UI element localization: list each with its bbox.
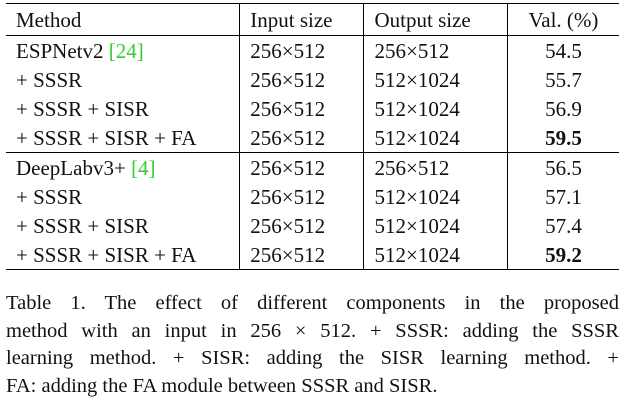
citation-link[interactable]: [4] — [131, 155, 156, 180]
method-cell: + SSSR — [6, 182, 240, 211]
table-row: + SSSR 256×512 512×1024 55.7 — [6, 65, 619, 94]
val-cell: 55.7 — [506, 65, 619, 94]
output-size-cell: 512×1024 — [363, 240, 508, 270]
method-cell: + SSSR — [6, 65, 240, 94]
table-row: ESPNetv2 [24] 256×512 256×512 54.5 — [6, 35, 619, 65]
output-size-cell: 512×1024 — [363, 182, 508, 211]
method-label: + SSSR — [16, 184, 83, 209]
val-cell: 54.5 — [506, 35, 619, 65]
method-label: + SSSR + SISR — [16, 213, 149, 238]
val-cell: 57.1 — [506, 182, 619, 211]
table-row: + SSSR + SISR + FA 256×512 512×1024 59.2 — [6, 240, 619, 270]
input-size-cell: 256×512 — [239, 211, 364, 240]
output-size-cell: 512×1024 — [363, 94, 508, 123]
method-cell: + SSSR + SISR — [6, 94, 240, 123]
output-size-cell: 256×512 — [363, 35, 508, 65]
caption-line: method with an input in 256 × 512. + SSS… — [6, 319, 619, 342]
input-size-cell: 256×512 — [239, 65, 364, 94]
input-size-cell: 256×512 — [239, 94, 364, 123]
results-table: Method Input size Output size Val. (%) E… — [6, 3, 619, 270]
citation-link[interactable]: [24] — [108, 38, 144, 63]
output-size-cell: 512×1024 — [363, 211, 508, 240]
input-size-cell: 256×512 — [239, 240, 364, 270]
method-label: + SSSR + SISR + FA — [16, 242, 197, 267]
output-size-cell: 512×1024 — [363, 65, 508, 94]
method-label: + SSSR + SISR + FA — [16, 125, 197, 150]
caption-line: FA: adding the FA module between SSSR an… — [6, 374, 438, 397]
table-row: + SSSR + SISR 256×512 512×1024 56.9 — [6, 94, 619, 123]
val-cell: 59.5 — [506, 123, 619, 153]
method-cell: + SSSR + SISR + FA — [6, 123, 240, 153]
table-row: DeepLabv3+ [4] 256×512 256×512 56.5 — [6, 152, 619, 182]
val-cell: 57.4 — [506, 211, 619, 240]
table-row: + SSSR + SISR 256×512 512×1024 57.4 — [6, 211, 619, 240]
table-row: + SSSR 256×512 512×1024 57.1 — [6, 182, 619, 211]
method-label: DeepLabv3+ — [16, 155, 132, 180]
val-cell: 56.9 — [506, 94, 619, 123]
caption-line: learning method. + SISR: adding the SISR… — [6, 347, 619, 369]
table-row: + SSSR + SISR + FA 256×512 512×1024 59.5 — [6, 123, 619, 153]
input-size-cell: 256×512 — [239, 152, 364, 182]
input-size-cell: 256×512 — [239, 35, 364, 65]
method-cell: + SSSR + SISR + FA — [6, 240, 240, 270]
method-cell: + SSSR + SISR — [6, 211, 240, 240]
caption-line: Table 1. The effect of different compone… — [6, 292, 619, 314]
method-label: + SSSR — [16, 67, 83, 92]
method-cell: DeepLabv3+ [4] — [6, 152, 240, 182]
method-label: + SSSR + SISR — [16, 96, 149, 121]
output-size-cell: 256×512 — [363, 152, 508, 182]
header-output-size: Output size — [363, 3, 508, 36]
header-val: Val. (%) — [506, 3, 619, 36]
input-size-cell: 256×512 — [239, 182, 364, 211]
method-label: ESPNetv2 — [16, 38, 109, 63]
header-input-size: Input size — [239, 3, 364, 36]
table-caption: Table 1. The effect of different compone… — [6, 290, 619, 400]
header-method: Method — [16, 7, 82, 32]
val-cell: 59.2 — [506, 240, 619, 270]
method-cell: ESPNetv2 [24] — [6, 35, 240, 65]
val-cell: 56.5 — [506, 152, 619, 182]
input-size-cell: 256×512 — [239, 123, 364, 153]
output-size-cell: 512×1024 — [363, 123, 508, 153]
table-body: ESPNetv2 [24] 256×512 256×512 54.5 + SSSR 256… — [6, 35, 619, 270]
table-header-row: Method Input size Output size Val. (%) — [6, 3, 619, 36]
